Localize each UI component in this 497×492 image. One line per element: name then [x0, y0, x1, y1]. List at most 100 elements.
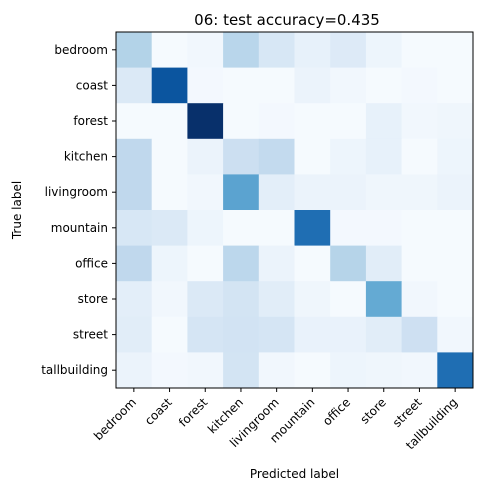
heatmap-cell: [223, 245, 260, 282]
heatmap-cell: [401, 32, 438, 68]
heatmap-cell: [330, 103, 367, 140]
y-axis-ticks: bedroom coast forest kitchen livingroom mount…: [41, 43, 116, 377]
heatmap-cell: [151, 281, 188, 318]
heatmap-cell: [437, 67, 474, 104]
heatmap-cell: [151, 352, 188, 389]
heatmap-cell: [258, 210, 295, 246]
y-tick-label: store: [78, 292, 108, 306]
y-tick-label: mountain: [51, 221, 108, 235]
heatmap-cell: [187, 32, 224, 68]
heatmap-cell: [151, 245, 188, 282]
heatmap-cell: [116, 316, 153, 353]
heatmap-cell: [330, 138, 367, 175]
y-tick-label: street: [73, 328, 108, 342]
heatmap-cell: [365, 103, 402, 140]
heatmap-cell: [365, 32, 402, 68]
heatmap-cell: [116, 210, 153, 246]
heatmap-cell: [330, 174, 367, 211]
heatmap-cell: [151, 210, 188, 246]
heatmap-cell: [223, 67, 260, 104]
heatmap-cell: [116, 174, 153, 211]
heatmap-cell: [116, 103, 153, 140]
heatmap-cell: [330, 67, 367, 104]
heatmap-cell: [116, 352, 153, 389]
heatmap-cell: [223, 210, 260, 246]
y-tick-label: tallbuilding: [41, 363, 108, 377]
heatmap-cell: [187, 245, 224, 282]
plot-frame: [115, 31, 474, 389]
y-tick-label: forest: [73, 114, 108, 128]
heatmap-cell: [151, 138, 188, 175]
x-axis-label: Predicted label: [250, 467, 339, 481]
heatmap-cell: [365, 210, 402, 246]
heatmap-cell: [401, 138, 438, 175]
x-tick-label: store: [358, 395, 389, 426]
heatmap-cell: [258, 174, 295, 211]
heatmap-cell: [401, 174, 438, 211]
heatmap-cell: [258, 316, 295, 353]
heatmap-cell: [365, 138, 402, 175]
heatmap-cell: [437, 245, 474, 282]
heatmap-cell: [365, 352, 402, 389]
heatmap-cell: [258, 352, 295, 389]
heatmap-cell: [401, 352, 438, 389]
heatmap-cell: [151, 67, 188, 104]
heatmap-cell: [116, 245, 153, 282]
heatmap-cells: [116, 32, 474, 389]
heatmap-cell: [294, 352, 331, 389]
heatmap-cell: [151, 174, 188, 211]
heatmap-cell: [223, 103, 260, 140]
heatmap-cell: [294, 103, 331, 140]
heatmap-cell: [116, 67, 153, 104]
heatmap-cell: [258, 281, 295, 318]
heatmap-cell: [258, 32, 295, 68]
heatmap-cell: [187, 103, 224, 140]
heatmap-cell: [330, 316, 367, 353]
heatmap-cell: [223, 174, 260, 211]
heatmap-cell: [258, 245, 295, 282]
heatmap-cell: [187, 67, 224, 104]
heatmap-cell: [401, 281, 438, 318]
heatmap-cell: [294, 67, 331, 104]
heatmap-cell: [294, 210, 331, 246]
heatmap-cell: [437, 316, 474, 353]
heatmap-cell: [294, 32, 331, 68]
heatmap-cell: [365, 174, 402, 211]
heatmap-cell: [365, 245, 402, 282]
chart-title: 06: test accuracy=0.435: [194, 11, 380, 29]
heatmap-cell: [437, 103, 474, 140]
heatmap-cell: [258, 103, 295, 140]
heatmap-cell: [187, 210, 224, 246]
heatmap-cell: [258, 67, 295, 104]
heatmap-cell: [294, 138, 331, 175]
heatmap-cell: [187, 352, 224, 389]
heatmap-cell: [365, 316, 402, 353]
heatmap-cell: [401, 103, 438, 140]
heatmap-cell: [330, 210, 367, 246]
heatmap-cell: [437, 32, 474, 68]
x-axis-ticks: bedroom coast forestkitchenlivingroommount…: [91, 388, 460, 452]
heatmap-cell: [116, 281, 153, 318]
heatmap-cell: [401, 245, 438, 282]
heatmap-cell: [294, 174, 331, 211]
y-axis-label: True label: [10, 181, 24, 240]
heatmap-cell: [294, 316, 331, 353]
heatmap-cell: [223, 316, 260, 353]
heatmap-cell: [330, 281, 367, 318]
heatmap-cell: [330, 245, 367, 282]
heatmap-cell: [187, 316, 224, 353]
heatmap-cell: [294, 281, 331, 318]
x-tick-label: coast: [142, 395, 175, 428]
heatmap-cell: [437, 174, 474, 211]
y-tick-label: livingroom: [45, 185, 108, 199]
heatmap-cell: [223, 138, 260, 175]
heatmap-cell: [151, 32, 188, 68]
heatmap-cell: [223, 32, 260, 68]
heatmap-cell: [437, 210, 474, 246]
heatmap-cell: [330, 352, 367, 389]
heatmap-cell: [223, 352, 260, 389]
heatmap-cell: [151, 316, 188, 353]
heatmap-cell: [401, 316, 438, 353]
heatmap-cell: [116, 32, 153, 68]
